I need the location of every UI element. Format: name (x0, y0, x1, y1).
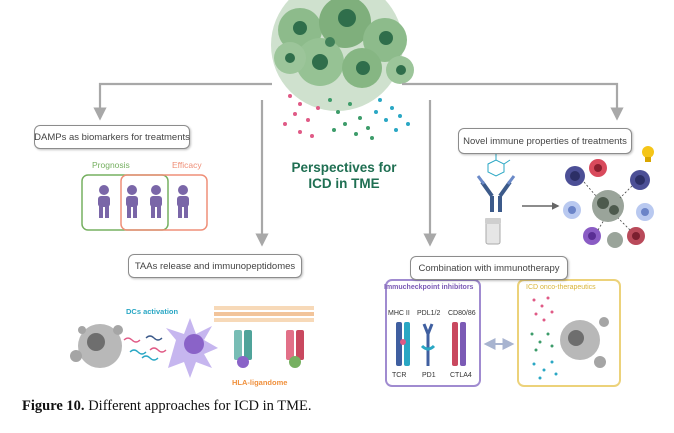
connector-arrows (93, 82, 624, 247)
prognosis-label: Prognosis (92, 160, 130, 170)
released-particles (283, 94, 410, 140)
taas-figure (70, 306, 314, 378)
taas-box-label: TAAs release and immunopeptidomes (134, 260, 296, 272)
taas-box: TAAs release and immunopeptidomes (128, 254, 302, 278)
molecule-icon (487, 154, 511, 177)
caption-text: Different approaches for ICD in TME. (84, 398, 312, 414)
mhc-ii-label: MHC II (388, 310, 410, 317)
combination-box: Combination with immunotherapy (410, 256, 568, 280)
dendritic-cell-icon (166, 318, 218, 378)
antigen-peptides (123, 335, 167, 361)
receptor-pairs (396, 322, 466, 366)
onco-therapeutics-icon (530, 296, 609, 380)
ctla4-label: CTLA4 (450, 372, 472, 379)
novel-treatments-box: Novel immune properties of treatments (458, 128, 632, 154)
tumor-immune-interaction-icon (563, 159, 654, 248)
pdl-label: PDL1/2 (417, 310, 441, 317)
onco-therapeutics-label: ICD onco-therapeutics (526, 284, 596, 291)
combination-box-label: Combination with immunotherapy (418, 262, 560, 274)
hla-membrane (214, 306, 314, 368)
novel-treatments-label: Novel immune properties of treatments (463, 135, 627, 147)
efficacy-label: Efficacy (172, 160, 202, 170)
pd1-label: PD1 (422, 372, 436, 379)
dying-tumor-cell-icon (70, 324, 123, 368)
caption-label: Figure 10. (22, 398, 85, 414)
cd80-86-label: CD80/86 (448, 310, 476, 317)
figure-caption: Figure 10. Different approaches for ICD … (22, 398, 312, 415)
damps-biomarker-figure (81, 174, 208, 231)
tcr-label: TCR (392, 372, 407, 379)
tumor-cluster-icon (271, 0, 414, 111)
center-title-line-2: ICD in TME (308, 176, 380, 191)
center-title-line-1: Perspectives for (291, 160, 397, 175)
center-title: Perspectives for ICD in TME (268, 160, 420, 192)
damps-box-label: DAMPs as biomarkers for treatments (34, 131, 190, 143)
hla-ligandome-label: HLA-ligandome (232, 378, 288, 387)
dcs-activation-label: DCs activation (126, 307, 179, 316)
combination-figure (385, 279, 621, 387)
novel-treatments-figure (476, 146, 654, 248)
person-icon (98, 185, 189, 218)
drug-vial-icon (485, 218, 501, 245)
checkpoint-inhibitors-label: Immucheckpoint inhibitors (384, 284, 474, 291)
lightbulb-icon (642, 146, 654, 162)
antibody-icon (476, 175, 516, 212)
damps-box: DAMPs as biomarkers for treatments (34, 125, 190, 149)
